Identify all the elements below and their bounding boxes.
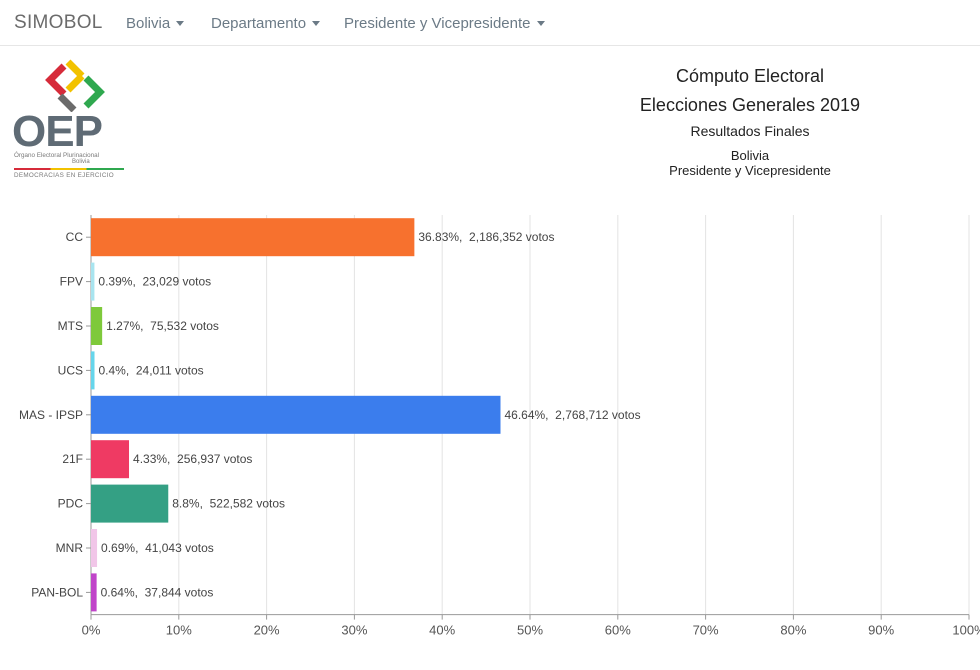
header-results: Resultados Finales: [690, 123, 810, 139]
data-label: 46.64%, 2,768,712 votos: [504, 408, 640, 422]
oep-logo-divider: [14, 168, 124, 170]
bar-cc: [91, 218, 415, 257]
header-title: Cómputo Electoral: [675, 66, 825, 86]
category-label: MTS: [58, 319, 83, 333]
bar-mnr: [91, 529, 98, 567]
nav-bolivia-label: Bolivia: [126, 15, 171, 32]
data-label: 0.4%, 24,011 votos: [99, 363, 204, 377]
nav-bolivia-dropdown[interactable]: Bolivia: [126, 15, 185, 32]
data-label: 0.64%, 37,844 votos: [101, 585, 214, 599]
header-office: Presidente y Vicepresidente: [669, 163, 831, 178]
header-election: Elecciones Generales 2019: [639, 95, 861, 115]
bar-pan-bol: [91, 573, 97, 612]
oep-logo-mark-icon: [45, 59, 105, 112]
data-label: 0.39%, 23,029 votos: [98, 275, 211, 289]
x-tick-label: 50%: [517, 623, 543, 638]
x-tick-label: 80%: [780, 623, 806, 638]
x-tick-label: 30%: [341, 623, 367, 638]
bar-mas-ipsp: [91, 395, 501, 434]
category-label: UCS: [58, 363, 83, 377]
category-label: FPV: [60, 275, 83, 289]
category-label: PDC: [58, 497, 84, 511]
oep-logo-text: OEP: [12, 107, 103, 156]
x-tick-label: 60%: [605, 623, 631, 638]
bar-fpv: [91, 262, 95, 301]
data-label: 4.33%, 256,937 votos: [133, 452, 252, 466]
bar-21f: [91, 440, 130, 479]
nav-presidente-dropdown[interactable]: Presidente y Vicepresidente: [344, 15, 545, 32]
x-tick-label: 10%: [166, 623, 192, 638]
x-tick-label: 40%: [429, 623, 455, 638]
x-tick-label: 20%: [254, 623, 280, 638]
x-tick-label: 70%: [693, 623, 719, 638]
caret-down-icon: [312, 20, 321, 26]
navbar: SIMOBOL Bolivia Departamento Presidente …: [0, 0, 980, 46]
oep-logo-tagline: DEMOCRACIAS EN EJERCICIO: [14, 172, 114, 179]
bar-ucs: [91, 351, 95, 390]
data-label: 1.27%, 75,532 votos: [106, 319, 219, 333]
bar-pdc: [91, 484, 169, 523]
x-tick-label: 0%: [82, 623, 101, 638]
nav-departamento-label: Departamento: [211, 15, 307, 32]
data-label: 0.69%, 41,043 votos: [101, 541, 214, 555]
data-label: 8.8%, 522,582 votos: [172, 497, 285, 511]
category-label: 21F: [62, 452, 83, 466]
category-label: MAS - IPSP: [19, 408, 83, 422]
category-label: PAN-BOL: [31, 585, 83, 599]
x-tick-label: 90%: [868, 623, 894, 638]
nav-departamento-dropdown[interactable]: Departamento: [211, 15, 321, 32]
category-label: CC: [66, 230, 84, 244]
data-label: 36.83%, 2,186,352 votos: [418, 230, 554, 244]
nav-presidente-label: Presidente y Vicepresidente: [344, 15, 531, 32]
bar-mts: [91, 307, 103, 345]
oep-logo-subtitle2: Bolivia: [72, 159, 90, 165]
caret-down-icon: [176, 20, 185, 26]
category-label: MNR: [56, 541, 84, 555]
brand-link[interactable]: SIMOBOL: [14, 12, 103, 33]
oep-logo-subtitle: Órgano Electoral Plurinacional: [14, 152, 100, 159]
caret-down-icon: [536, 20, 545, 26]
x-tick-label: 100%: [952, 623, 980, 638]
header-region: Bolivia: [730, 148, 770, 163]
results-bar-chart: 0% 10% 20% 30% 40% 50% 60% 70% 80% 90% 100% CC 36.83…: [19, 215, 980, 638]
